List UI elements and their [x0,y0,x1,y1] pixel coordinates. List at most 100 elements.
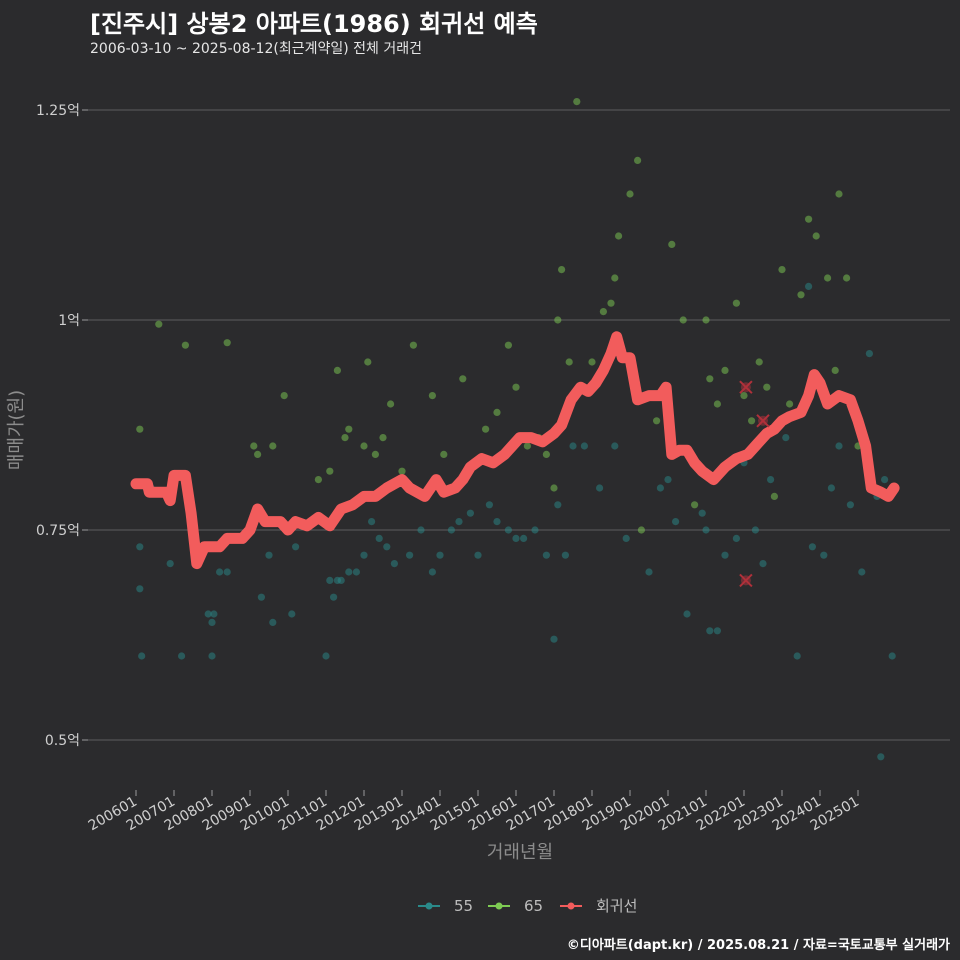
scatter-point-55 [550,635,558,643]
x-marker [756,414,770,428]
scatter-point-65 [588,358,596,366]
regression-line [130,331,900,570]
scatter-point-65 [786,400,794,408]
scatter-point-55 [706,627,714,635]
scatter-point-55 [888,652,896,660]
scatter-point-65 [371,450,379,458]
scatter-point-55 [136,585,144,593]
legend: 55 65 회귀선 [418,897,637,915]
scatter-point-55 [805,282,813,290]
y-tick-label: 0.5억 [45,733,80,749]
scatter-point-55 [835,442,843,450]
scatter-point-65 [493,408,501,416]
scatter-point-55 [360,551,368,559]
x-axis-ticks: 2006012007012008012009012010012011012012… [86,790,862,834]
legend-swatch-dot [425,902,433,910]
scatter-point-55 [292,543,300,551]
scatter-point-65 [668,240,676,248]
scatter-point-55 [542,551,551,559]
scatter-point-55 [793,652,801,660]
scatter-point-55 [223,568,231,576]
scatter-point-55 [881,476,889,484]
scatter-point-55 [138,652,146,660]
scatter-point-65 [558,266,566,274]
scatter-point-65 [740,392,748,400]
scatter-point-65 [504,341,512,349]
scatter-point-65 [611,274,619,282]
scatter-point-55 [672,518,680,526]
scatter-point-65 [763,383,771,391]
x-marker [739,573,753,588]
scatter-point-65 [379,434,387,442]
scatter-point-65 [831,366,839,374]
scatter-point-65 [333,366,341,374]
legend-swatch-dot [567,902,575,910]
gridlines [88,109,950,741]
scatter-point-55 [178,652,186,660]
scatter-point-65 [250,442,258,450]
scatter-point-55 [580,442,589,450]
legend-item-1: 55 [418,897,473,915]
scatter-point-65 [360,442,368,450]
scatter-point-65 [326,467,334,475]
legend-label: 65 [524,897,543,915]
scatter-point-65 [713,400,722,408]
scatter-point-55 [596,484,604,492]
scatter-point-55 [345,568,353,576]
scatter-point-65 [136,425,144,433]
scatter-point-65 [805,215,813,223]
scatter-point-65 [269,442,277,450]
scatter-point-55 [474,551,482,559]
legend-label: 55 [454,897,473,915]
scatter-point-55 [531,526,539,534]
scatter-point-55 [683,610,691,618]
scatter-point-55 [352,568,360,576]
legend-item-3: 회귀선 [560,897,637,915]
scatter-point-65 [181,341,189,349]
scatter-point-55 [554,501,562,509]
legend-label: 회귀선 [596,897,637,915]
scatter-point-55 [288,610,296,618]
scatter-point-65 [345,425,353,433]
y-tick-label: 1억 [58,313,80,329]
scatter-point-55 [808,543,817,551]
scatter-points [136,98,896,761]
y-tick-label: 1.25억 [36,103,80,119]
scatter-point-55 [569,442,577,450]
y-axis-title: 매매가(원) [6,390,27,470]
scatter-point-65 [523,442,532,450]
scatter-point-65 [812,232,820,240]
scatter-point-55 [216,568,224,576]
scatter-point-65 [387,400,395,408]
x-axis-title: 거래년월 [487,842,553,863]
scatter-point-55 [269,618,277,627]
scatter-point-55 [664,476,672,484]
scatter-point-55 [493,518,501,526]
scatter-point-65 [770,492,779,500]
scatter-point-65 [550,484,558,492]
scatter-point-55 [466,509,474,517]
scatter-point-65 [843,274,851,282]
scatter-point-65 [626,190,634,198]
scatter-point-65 [702,316,710,324]
x-marker [739,380,753,394]
scatter-point-55 [656,484,665,492]
scatter-point-55 [417,526,425,534]
scatter-point-65 [254,450,262,458]
scatter-point-55 [428,568,436,576]
scatter-point-55 [375,534,383,543]
y-axis-ticks: 0.5억 0.75억 1억 1.25억 [36,103,88,749]
scatter-point-65 [482,425,490,433]
scatter-point-55 [485,501,493,509]
scatter-point-55 [210,610,218,618]
scatter-point-65 [691,501,699,509]
scatter-point-65 [637,526,646,534]
scatter-point-55 [330,593,338,601]
scatter-point-65 [755,358,763,366]
scatter-point-55 [512,534,520,543]
scatter-point-65 [835,190,843,198]
scatter-point-55 [698,509,706,517]
scatter-point-65 [599,308,608,316]
scatter-point-55 [846,501,855,509]
